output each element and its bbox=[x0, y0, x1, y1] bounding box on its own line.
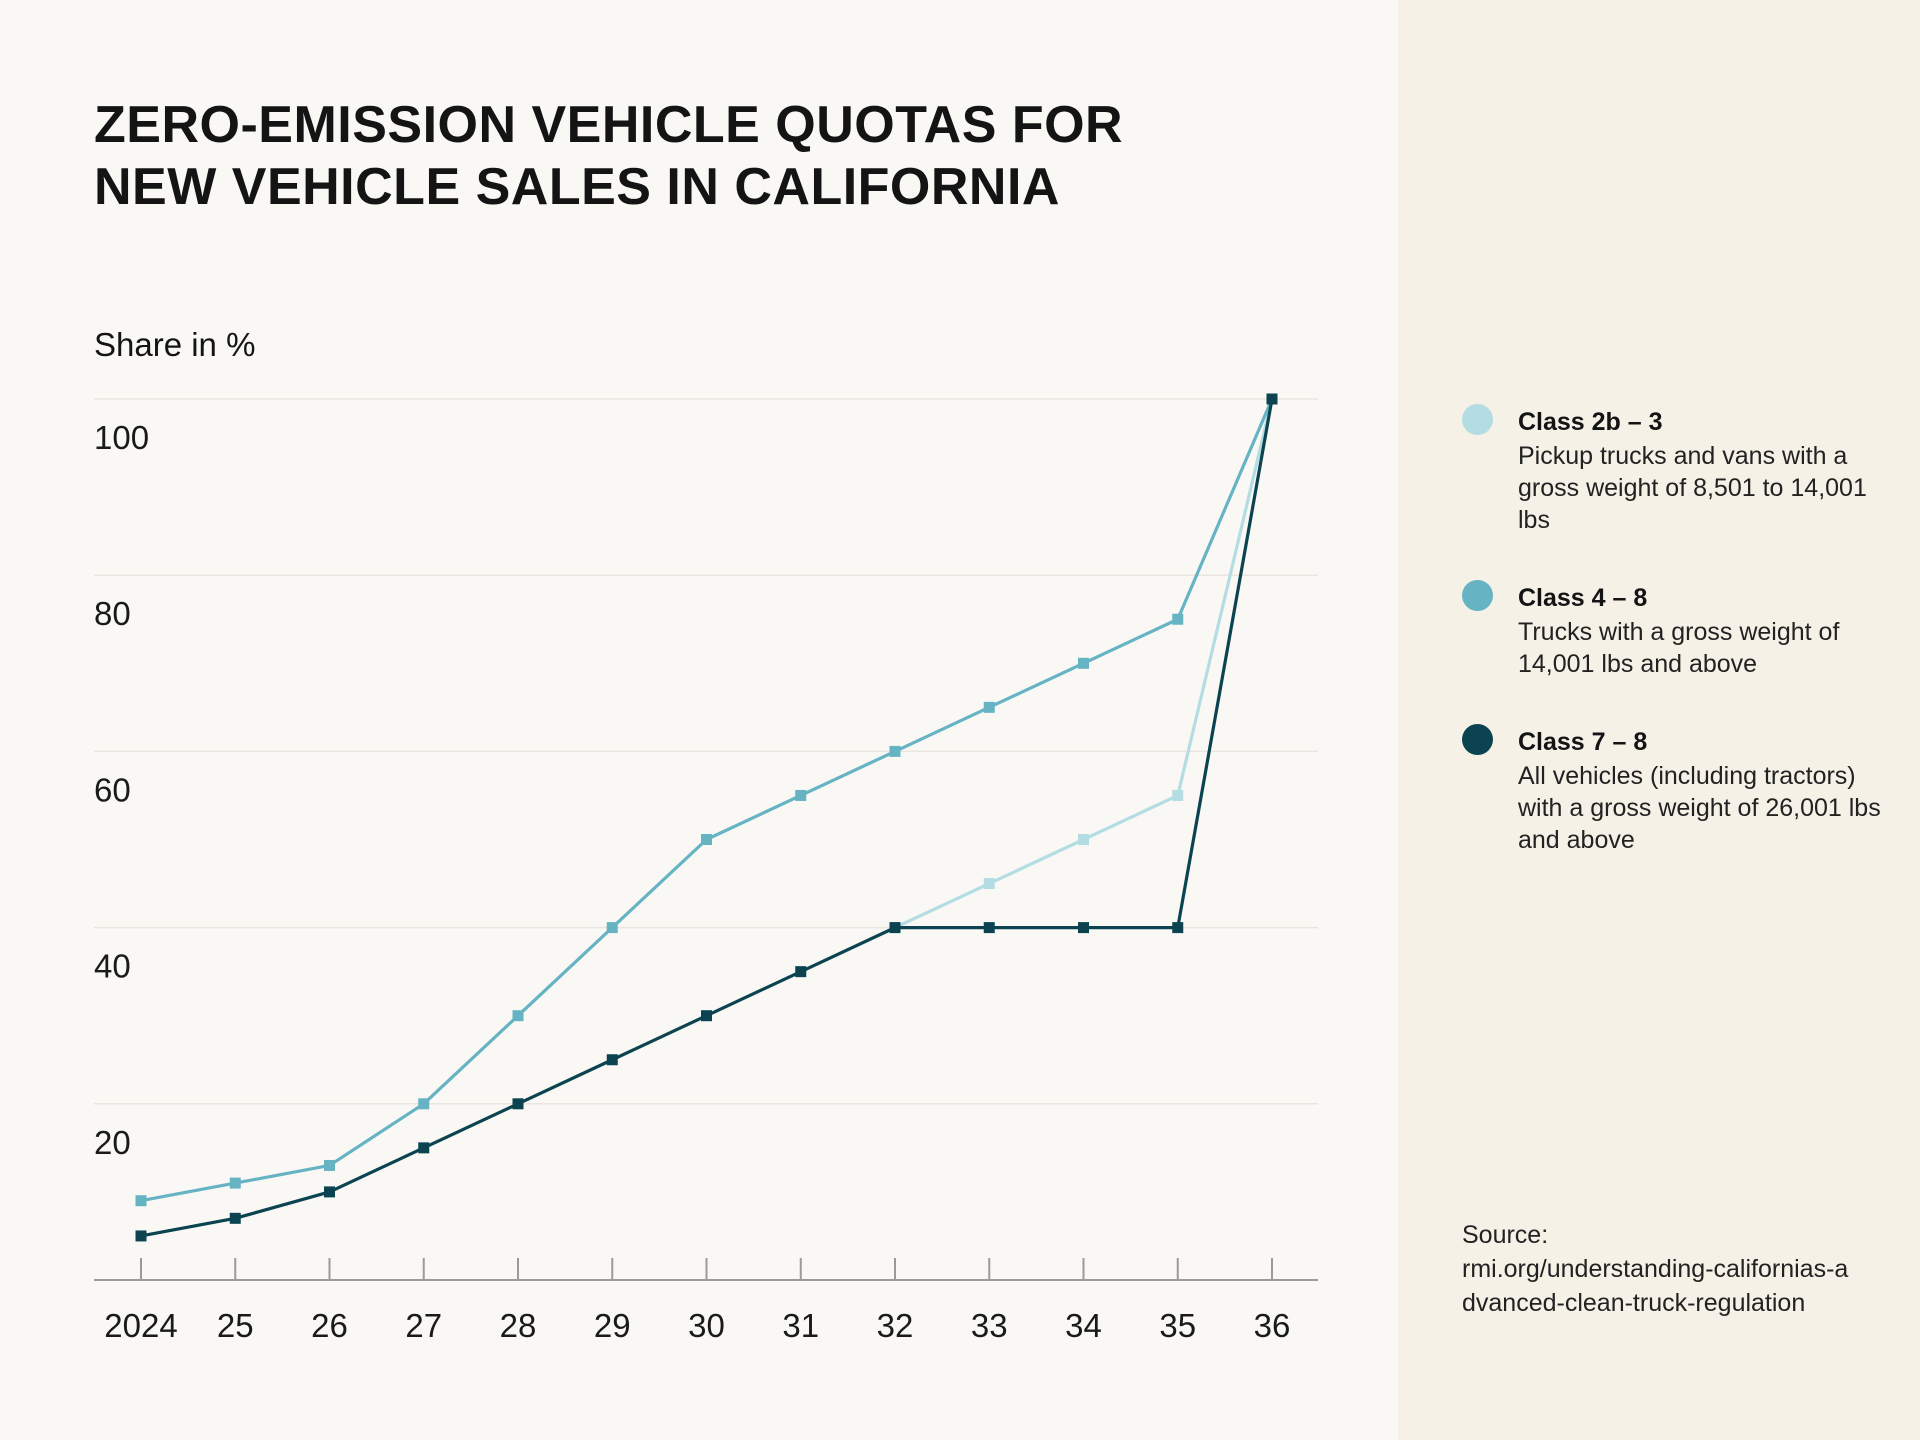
data-point bbox=[324, 1186, 335, 1198]
y-axis-label: Share in % bbox=[94, 326, 256, 363]
y-tick-label: 80 bbox=[94, 595, 131, 632]
legend-item-class-7-8: Class 7 – 8 All vehicles (including trac… bbox=[1462, 724, 1882, 856]
x-tick-label: 33 bbox=[971, 1307, 1008, 1344]
line-chart: 20 40 60 80 100 2024 25 26 27 28 29 30 31 32 33 34 35 36 bbox=[94, 393, 1318, 1344]
legend-description: Pickup trucks and vans with a gross weig… bbox=[1518, 442, 1867, 534]
x-tick-label: 29 bbox=[594, 1307, 631, 1344]
source-url: rmi.org/understanding-californias-advanc… bbox=[1462, 1255, 1849, 1317]
x-tick-label: 2024 bbox=[104, 1307, 177, 1344]
legend-dot-icon bbox=[1462, 580, 1493, 611]
data-point bbox=[135, 1230, 147, 1242]
data-point bbox=[1172, 613, 1184, 625]
legend: Class 2b – 3 Pickup trucks and vans with… bbox=[1462, 404, 1882, 900]
data-point bbox=[1078, 834, 1089, 845]
x-tick-label: 25 bbox=[217, 1307, 254, 1344]
data-point bbox=[1078, 657, 1089, 669]
data-point bbox=[701, 834, 712, 845]
data-point bbox=[135, 1195, 147, 1207]
legend-name: Class 7 – 8 bbox=[1518, 728, 1648, 756]
data-point bbox=[512, 1098, 524, 1110]
data-point bbox=[795, 966, 807, 978]
data-point bbox=[795, 789, 807, 801]
data-point bbox=[229, 1177, 241, 1189]
data-point bbox=[1266, 393, 1278, 405]
legend-description: Trucks with a gross weight of 14,001 lbs… bbox=[1518, 618, 1840, 678]
legend-description: All vehicles (including tractors) with a… bbox=[1518, 762, 1881, 854]
data-point bbox=[229, 1212, 241, 1224]
legend-item-class-4-8: Class 4 – 8 Trucks with a gross weight o… bbox=[1462, 580, 1882, 680]
legend-name: Class 2b – 3 bbox=[1518, 408, 1663, 436]
source-label: Source: bbox=[1462, 1221, 1549, 1249]
y-tick-label: 40 bbox=[94, 948, 131, 985]
source-note: Source: rmi.org/understanding-california… bbox=[1462, 1218, 1862, 1320]
x-tick-label: 26 bbox=[311, 1307, 348, 1344]
chart-title-line-2: NEW VEHICLE SALES IN CALIFORNIA bbox=[94, 158, 1060, 216]
data-point bbox=[1078, 922, 1089, 934]
data-point bbox=[889, 745, 901, 757]
legend-dot-icon bbox=[1462, 404, 1493, 435]
x-tick-label: 32 bbox=[877, 1307, 914, 1344]
y-tick-label: 100 bbox=[94, 419, 149, 456]
series-line bbox=[140, 398, 1274, 1203]
y-tick-label: 60 bbox=[94, 771, 131, 808]
data-point bbox=[418, 1098, 430, 1110]
data-point bbox=[606, 922, 618, 934]
data-point bbox=[324, 1159, 335, 1171]
data-point bbox=[418, 1142, 430, 1154]
data-point bbox=[512, 1010, 524, 1022]
chart-title: ZERO-EMISSION VEHICLE QUOTAS FOR NEW VEH… bbox=[94, 94, 1294, 218]
data-point bbox=[1172, 922, 1184, 934]
x-tick-label: 31 bbox=[782, 1307, 819, 1344]
data-point bbox=[606, 1054, 618, 1066]
legend-dot-icon bbox=[1462, 724, 1493, 755]
data-point bbox=[701, 1010, 712, 1022]
x-tick-label: 35 bbox=[1159, 1307, 1196, 1344]
x-tick-label: 28 bbox=[500, 1307, 537, 1344]
data-point bbox=[889, 922, 901, 934]
chart-panel bbox=[0, 0, 1398, 1440]
data-point bbox=[983, 922, 995, 934]
series-line bbox=[140, 398, 1274, 1238]
data-point bbox=[983, 878, 995, 890]
data-point bbox=[983, 701, 995, 713]
x-tick-label: 30 bbox=[688, 1307, 725, 1344]
legend-panel bbox=[1398, 0, 1920, 1440]
x-tick-label: 36 bbox=[1254, 1307, 1291, 1344]
chart-title-line-1: ZERO-EMISSION VEHICLE QUOTAS FOR bbox=[94, 96, 1124, 154]
x-tick-label: 27 bbox=[405, 1307, 442, 1344]
y-tick-label: 20 bbox=[94, 1124, 131, 1161]
x-tick-label: 34 bbox=[1065, 1307, 1102, 1344]
legend-name: Class 4 – 8 bbox=[1518, 584, 1648, 612]
data-point bbox=[1172, 789, 1184, 801]
legend-item-class-2b-3: Class 2b – 3 Pickup trucks and vans with… bbox=[1462, 404, 1882, 536]
